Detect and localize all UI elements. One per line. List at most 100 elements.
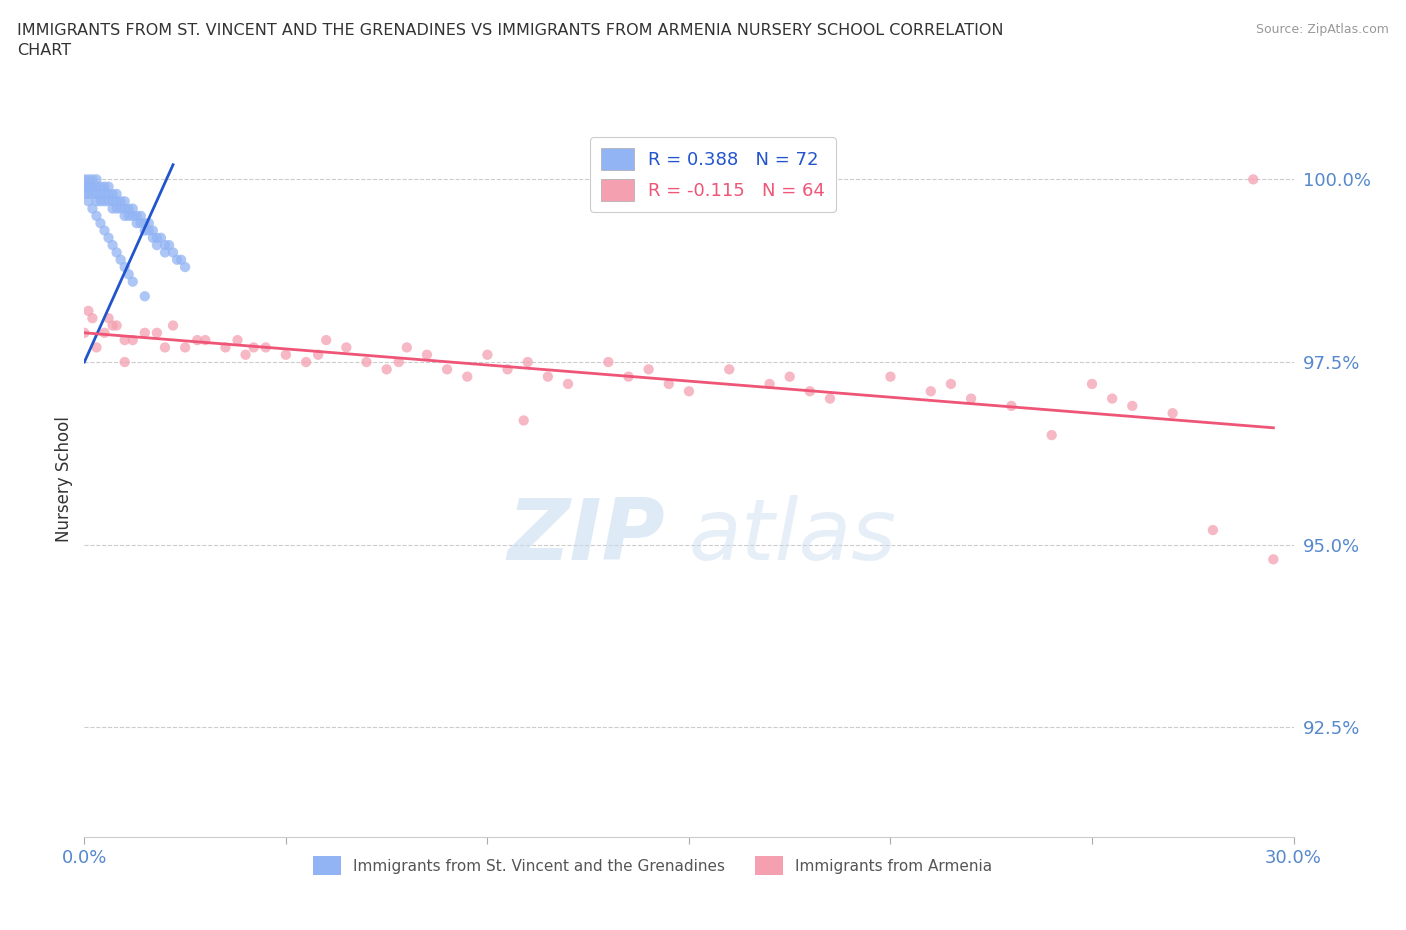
Point	[274, 347, 297, 362]
Point	[93, 223, 115, 238]
Point	[86, 193, 108, 208]
Point	[89, 187, 111, 202]
Point	[86, 208, 108, 223]
Point	[93, 326, 115, 340]
Point	[114, 201, 136, 216]
Point	[97, 311, 120, 325]
Point	[82, 172, 104, 187]
Text: atlas: atlas	[689, 495, 897, 578]
Point	[77, 179, 100, 194]
Point	[598, 354, 620, 369]
Point	[436, 362, 458, 377]
Point	[1081, 377, 1104, 392]
Point	[1161, 405, 1184, 420]
Point	[142, 223, 165, 238]
Point	[879, 369, 901, 384]
Point	[82, 179, 104, 194]
Point	[162, 245, 184, 259]
Point	[226, 333, 249, 348]
Point	[97, 193, 120, 208]
Point	[416, 347, 439, 362]
Point	[758, 377, 780, 392]
Point	[799, 384, 821, 399]
Point	[1202, 523, 1225, 538]
Point	[1040, 428, 1063, 443]
Point	[125, 216, 148, 231]
Point	[146, 326, 169, 340]
Point	[153, 238, 176, 253]
Point	[295, 354, 318, 369]
Point	[254, 340, 277, 355]
Y-axis label: Nursery School: Nursery School	[55, 416, 73, 542]
Point	[114, 208, 136, 223]
Point	[537, 369, 560, 384]
Point	[77, 172, 100, 187]
Point	[356, 354, 378, 369]
Point	[101, 238, 124, 253]
Point	[1241, 172, 1264, 187]
Point	[142, 231, 165, 246]
Point	[101, 201, 124, 216]
Point	[77, 193, 100, 208]
Point	[110, 252, 132, 267]
Point	[101, 187, 124, 202]
Point	[121, 274, 143, 289]
Point	[110, 201, 132, 216]
Point	[134, 223, 156, 238]
Point	[97, 179, 120, 194]
Point	[658, 377, 681, 392]
Point	[149, 231, 172, 246]
Point	[125, 208, 148, 223]
Point	[101, 193, 124, 208]
Point	[939, 377, 962, 392]
Point	[315, 333, 337, 348]
Point	[77, 187, 100, 202]
Point	[395, 340, 418, 355]
Point	[77, 179, 100, 194]
Point	[134, 289, 156, 304]
Point	[129, 208, 152, 223]
Point	[86, 187, 108, 202]
Point	[73, 326, 96, 340]
Point	[110, 193, 132, 208]
Point	[818, 392, 841, 406]
Point	[153, 245, 176, 259]
Text: Source: ZipAtlas.com: Source: ZipAtlas.com	[1256, 23, 1389, 36]
Point	[637, 362, 659, 377]
Legend: Immigrants from St. Vincent and the Grenadines, Immigrants from Armenia: Immigrants from St. Vincent and the Gren…	[307, 850, 998, 881]
Point	[194, 333, 217, 348]
Point	[101, 318, 124, 333]
Point	[86, 179, 108, 194]
Point	[105, 201, 128, 216]
Point	[456, 369, 478, 384]
Point	[82, 179, 104, 194]
Point	[97, 231, 120, 246]
Point	[118, 267, 141, 282]
Point	[678, 384, 700, 399]
Point	[170, 252, 193, 267]
Point	[496, 362, 519, 377]
Point	[105, 245, 128, 259]
Point	[114, 259, 136, 274]
Point	[82, 187, 104, 202]
Point	[121, 201, 143, 216]
Point	[335, 340, 357, 355]
Point	[77, 303, 100, 318]
Text: IMMIGRANTS FROM ST. VINCENT AND THE GRENADINES VS IMMIGRANTS FROM ARMENIA NURSER: IMMIGRANTS FROM ST. VINCENT AND THE GREN…	[17, 23, 1004, 58]
Point	[557, 377, 579, 392]
Point	[920, 384, 942, 399]
Point	[718, 362, 741, 377]
Point	[73, 187, 96, 202]
Point	[1101, 392, 1123, 406]
Point	[214, 340, 236, 355]
Point	[118, 208, 141, 223]
Point	[146, 231, 169, 246]
Point	[157, 238, 180, 253]
Point	[516, 354, 538, 369]
Text: ZIP: ZIP	[508, 495, 665, 578]
Point	[235, 347, 257, 362]
Point	[121, 333, 143, 348]
Point	[162, 318, 184, 333]
Point	[153, 340, 176, 355]
Point	[114, 333, 136, 348]
